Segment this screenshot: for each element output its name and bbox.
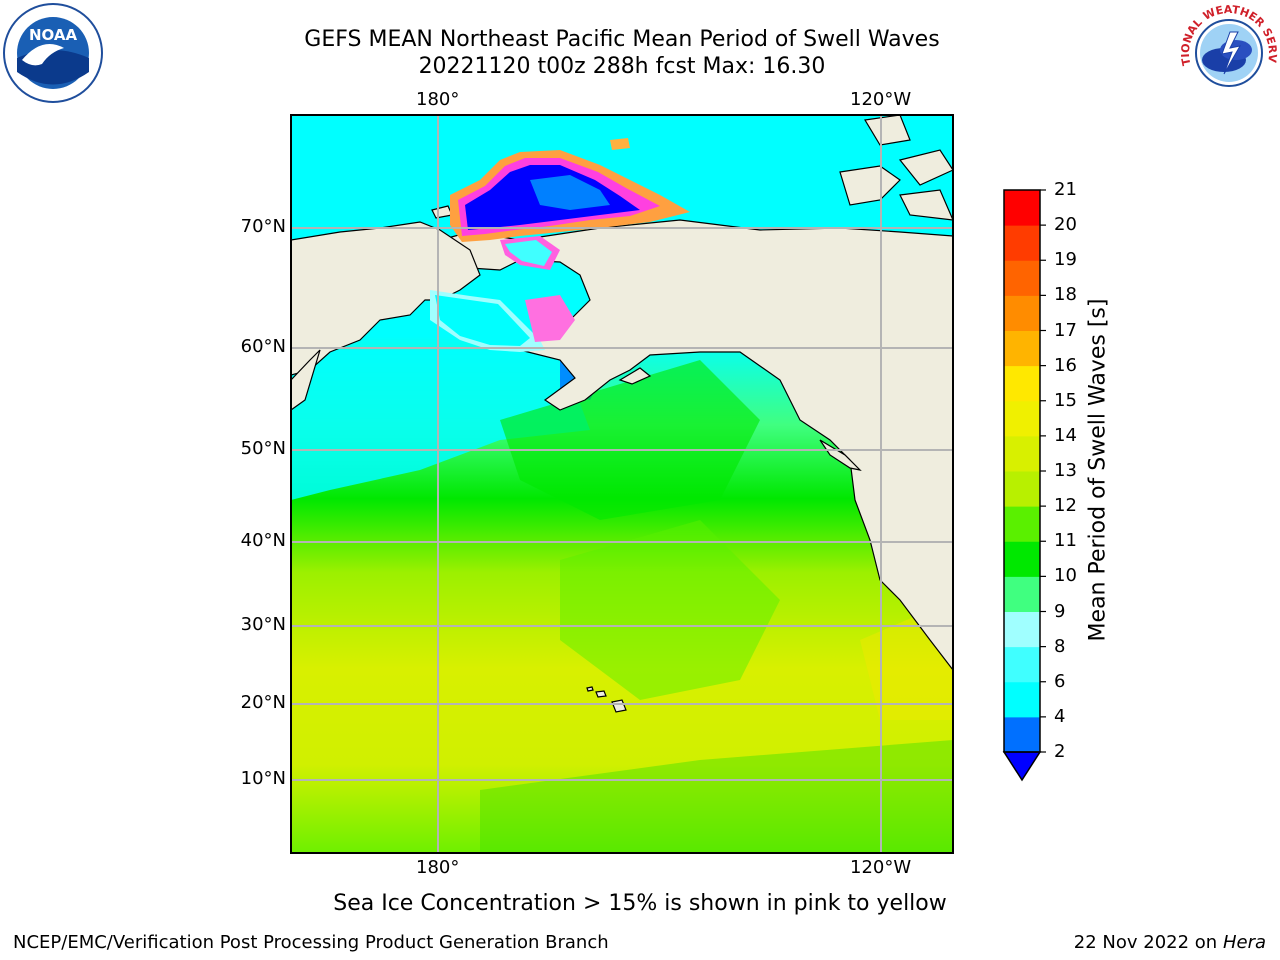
colorbar-segment [1004,646,1040,683]
sea-ice-note: Sea Ice Concentration > 15% is shown in … [333,891,947,916]
colorbar [1002,189,1046,782]
noaa-logo-text: NOAA [29,26,78,44]
colorbar-segment [1004,190,1040,226]
footer-credit: NCEP/EMC/Verification Post Processing Pr… [13,932,609,953]
colorbar-title: Mean Period of Swell Waves [s] [1085,298,1111,642]
footer-host: Hera [1222,932,1266,953]
sea-ice [430,138,690,352]
colorbar-tick-label: 15 [1054,389,1077,411]
colorbar-segment [1004,400,1040,437]
green-swell-region [500,360,760,520]
colorbar-tick-label: 6 [1054,670,1066,692]
colorbar-tick-label: 12 [1054,495,1077,517]
footer-date: 22 Nov 2022 on Hera [1074,932,1266,953]
colorbar-tick-label: 19 [1054,249,1077,271]
nws-logo: NATIONAL WEATHER SERVICE [1173,0,1280,108]
colorbar-segment [1004,225,1040,261]
colorbar-tick-label: 13 [1054,460,1077,481]
colorbar-tick-label: 16 [1054,354,1077,376]
lat-label-20n: 20°N [240,692,286,713]
land [291,115,953,713]
colorbar-tick-label: 9 [1054,600,1066,622]
colorbar-segment [1004,435,1040,472]
chart-title: GEFS MEAN Northeast Pacific Mean Period … [304,27,940,52]
colorbar-tick-label: 2 [1054,741,1066,762]
lat-label-10n: 10°N [240,768,286,789]
colorbar-segment [1004,716,1040,753]
map-frame [290,114,954,854]
colorbar-segment [1004,471,1040,507]
colorbar-tick-label: 17 [1054,319,1077,341]
colorbar-segment [1004,681,1040,718]
lat-label-70n: 70°N [240,216,286,237]
colorbar-segment [1004,541,1040,577]
colorbar-segment [1004,365,1040,402]
grid [291,115,953,853]
footer-date-text: 22 Nov 2022 on [1073,932,1218,953]
colorbar-segment [1004,506,1040,542]
cyan-swell-region [291,350,590,500]
lon-label-bottom-180: 180° [416,857,460,878]
lon-label-bottom-120w: 120°W [850,857,912,878]
colorbar-tick-label: 21 [1054,179,1077,200]
colorbar-extend-arrow [1002,751,1042,782]
lat-label-30n: 30°N [240,614,286,635]
colorbar-tick-label: 18 [1054,284,1077,306]
lat-label-50n: 50°N [240,438,286,459]
colorbar-segment [1004,330,1040,367]
lat-label-60n: 60°N [240,336,286,357]
colorbar-tick-label: 10 [1054,565,1077,587]
colorbar-segment [1004,576,1040,612]
colorbar-tick-label: 11 [1054,530,1077,552]
colorbar-tick-label: 20 [1054,214,1077,236]
colorbar-segment [1004,611,1040,648]
colorbar-tick-label: 4 [1054,705,1066,727]
colorbar-tick-label: 8 [1054,635,1066,657]
noaa-logo: NOAA [2,2,104,108]
colorbar-segment [1004,295,1040,331]
green-swell-region-3 [480,740,953,853]
colorbar-tick-label: 14 [1054,424,1077,446]
lon-label-top-120w: 120°W [850,89,912,110]
lon-label-top-180: 180° [416,89,460,110]
lat-label-40n: 40°N [240,530,286,551]
green-swell-region-2 [560,520,780,700]
colorbar-segment [1004,260,1040,296]
chart-subtitle: 20221120 t00z 288h fcst Max: 16.30 [418,54,826,79]
